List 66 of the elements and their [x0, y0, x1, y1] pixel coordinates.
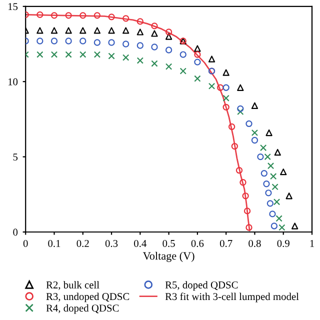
point — [36, 27, 44, 34]
point — [260, 144, 267, 152]
legend-label: R2, bulk cell — [46, 281, 100, 290]
line-series — [26, 14, 250, 232]
x-tick-label: 0 — [23, 240, 28, 247]
point — [291, 222, 298, 230]
x-tick-label: 1 — [310, 240, 314, 247]
point — [286, 192, 292, 200]
y-tick-label: 10 — [8, 78, 18, 86]
point — [222, 94, 230, 102]
point — [165, 63, 172, 70]
point — [273, 198, 280, 206]
x-tick-label: 0.6 — [191, 240, 204, 248]
point — [136, 57, 144, 64]
point — [267, 162, 274, 170]
x-tick-label: 0.7 — [220, 240, 232, 248]
x-tick-label: 0.8 — [248, 240, 261, 248]
point — [36, 51, 44, 58]
x-tick-label: 0.4 — [134, 240, 147, 248]
point — [266, 129, 272, 136]
point — [165, 33, 172, 40]
point — [276, 215, 282, 222]
point — [208, 56, 216, 62]
point — [208, 82, 216, 90]
point — [180, 68, 186, 74]
point — [280, 168, 287, 176]
point — [80, 27, 86, 34]
point — [270, 173, 277, 180]
legend-label: R3 fit with 3-cell lumped model — [165, 292, 299, 302]
legend-label: R4, doped QDSC — [46, 304, 119, 314]
point — [237, 108, 244, 116]
point — [108, 52, 115, 60]
point — [194, 45, 201, 52]
point — [122, 27, 130, 34]
point — [151, 30, 158, 37]
legend-label: R3, undoped QDSC — [46, 292, 130, 302]
point — [251, 102, 258, 109]
point — [264, 153, 271, 160]
point — [194, 75, 201, 82]
point — [151, 60, 158, 67]
y-tick-label: 15 — [8, 3, 18, 10]
point — [94, 27, 101, 34]
x-tick-label: 0.3 — [105, 240, 118, 248]
point — [108, 27, 115, 34]
point — [251, 129, 258, 136]
x-tick-label: 0.2 — [76, 240, 89, 248]
point — [272, 184, 278, 190]
point — [65, 51, 72, 58]
point — [65, 27, 72, 34]
point — [274, 148, 281, 156]
point — [80, 51, 86, 58]
y-tick-label: 5 — [13, 154, 18, 161]
x-tick-label: 0.5 — [162, 240, 175, 248]
x-tick-label: 0.1 — [48, 240, 60, 248]
legend-label: R5, doped QDSC — [165, 281, 238, 291]
point — [122, 54, 130, 61]
point — [237, 84, 244, 91]
point — [278, 224, 286, 231]
x-axis-title: Voltage (V) — [142, 252, 194, 262]
point — [50, 51, 58, 58]
y-tick-label: 0 — [13, 228, 18, 236]
point — [222, 69, 230, 76]
x-tick-label: 0.9 — [277, 240, 290, 248]
point — [50, 27, 58, 34]
point — [136, 28, 144, 36]
point — [94, 51, 101, 58]
